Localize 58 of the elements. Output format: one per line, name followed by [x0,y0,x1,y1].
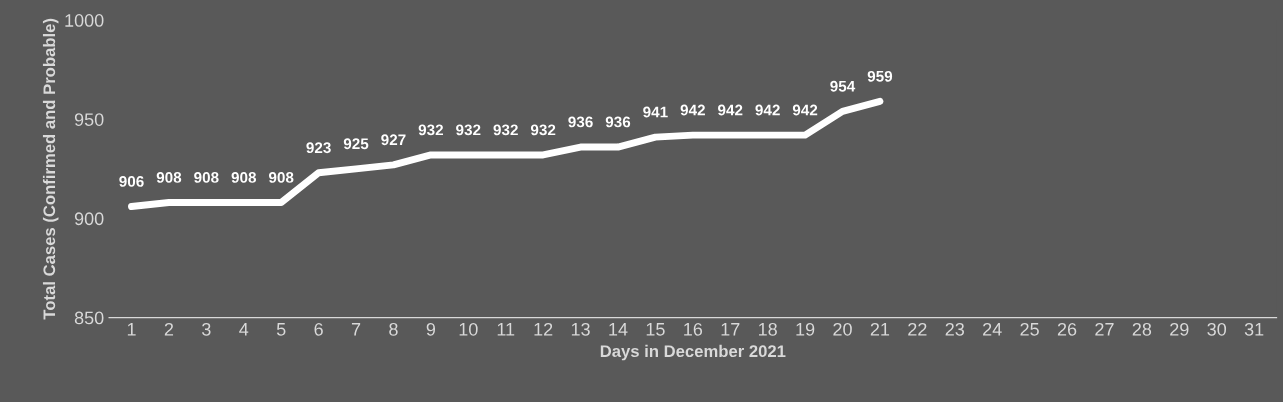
x-tick-label: 14 [609,323,628,336]
x-tick-label: 9 [426,322,436,336]
x-tick-label: 13 [571,322,590,336]
data-label: 927 [381,134,406,146]
data-label: 954 [830,80,856,92]
x-tick-label: 22 [908,322,927,336]
x-tick-label: 26 [1057,322,1077,336]
x-tick-label: 3 [202,322,211,336]
data-label: 932 [493,124,518,136]
x-tick-label: 17 [721,323,740,336]
data-label: 959 [867,70,893,82]
data-label: 941 [643,106,668,118]
x-tick-label: 30 [1207,322,1227,336]
x-tick-label: 2 [164,322,174,336]
y-tick-label: 950 [74,113,104,126]
x-tick-label: 29 [1170,322,1189,336]
x-tick-label: 16 [684,322,703,336]
data-label: 942 [755,104,780,116]
data-label: 932 [456,124,481,136]
data-label: 942 [680,104,705,116]
data-label: 908 [231,172,257,183]
x-tick-label: 7 [351,323,361,336]
x-tick-label: 8 [389,322,398,336]
x-tick-label: 27 [1095,322,1114,336]
x-tick-label: 19 [796,322,815,336]
x-tick-label: 28 [1132,322,1152,336]
x-tick-label: 11 [497,323,515,336]
x-tick-label: 5 [276,323,286,336]
data-label: 925 [343,138,369,150]
x-tick-label: 1 [127,323,136,336]
data-label: 906 [119,176,144,187]
data-label: 908 [194,172,219,183]
data-label: 942 [792,104,818,116]
x-tick-label: 12 [534,322,553,336]
data-label: 932 [418,124,444,136]
y-tick-label: 900 [74,212,104,226]
x-tick-label: 15 [646,323,665,336]
data-label: 932 [530,124,556,136]
x-tick-label: 20 [833,322,852,336]
data-label: 908 [156,172,182,183]
y-tick-label: 850 [74,311,104,325]
x-axis-title: Days in December 2021 [600,344,786,361]
x-tick-label: 25 [1020,322,1039,336]
y-axis-title: Total Cases (Confirmed and Probable) [42,18,59,320]
x-tick-label: 21 [870,322,890,336]
data-label: 908 [268,172,294,183]
y-tick-label: 1000 [65,14,104,27]
x-tick-label: 10 [459,322,478,336]
data-label: 936 [605,116,631,128]
x-tick-label: 18 [759,322,777,336]
x-tick-label: 4 [239,323,249,336]
x-tick-label: 31 [1244,322,1264,336]
data-label: 923 [306,142,331,154]
data-label: 942 [718,104,743,116]
x-tick-label: 23 [945,322,965,336]
data-label: 936 [568,116,593,128]
x-tick-label: 24 [983,322,1002,336]
x-tick-label: 6 [314,322,323,336]
